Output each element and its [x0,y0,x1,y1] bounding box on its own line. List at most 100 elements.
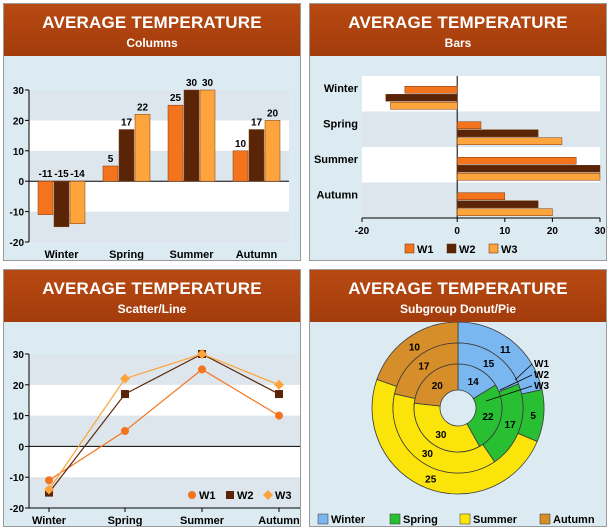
scatter-line-chart-panel: AVERAGE TEMPERATURE Scatter/Line 30 20 10 0… [3,269,301,527]
column-bar [53,180,70,228]
panel-header: AVERAGE TEMPERATURE Subgroup Donut/Pie [310,270,606,322]
horizontal-bar [456,129,539,137]
horizontal-bar [456,173,601,181]
data-label: 20 [267,108,279,119]
plot-band [29,477,300,508]
chart-subtitle: Subgroup Donut/Pie [400,302,516,316]
plot-band [29,120,289,151]
x-tick-label: Summer [169,249,214,260]
chart-title: AVERAGE TEMPERATURE [42,279,262,298]
column-bar [37,180,54,215]
data-label: 30 [202,78,214,89]
slice-label: 15 [483,359,495,370]
y-tick-label: 30 [13,350,25,361]
series-line [48,353,280,490]
legend-swatch [389,513,401,525]
data-label: -14 [70,169,85,180]
x-tick-label: Spring [108,515,143,526]
legend-marker [263,490,273,500]
column-bar [69,180,86,225]
horizontal-bar [390,102,458,110]
column-bar [199,89,216,182]
y-tick-label: 10 [13,412,25,423]
x-tick-label: -20 [355,226,370,237]
horizontal-bar [404,86,458,94]
data-label: 17 [121,118,133,129]
data-label: -15 [54,169,69,180]
x-tick-label: 30 [594,226,606,237]
legend-label: Spring [403,514,438,526]
y-tick-label: 20 [13,381,25,392]
horizontal-bar [456,137,563,145]
legend-label: W2 [237,490,254,502]
plot-band [29,415,300,447]
chart-subtitle: Scatter/Line [117,302,187,316]
data-label: -11 [39,169,53,180]
bars-chart: -20 0 10 20 30 Winter Spring Summer Autumn W1 W2 W3 [314,76,606,256]
bars-chart-panel: AVERAGE TEMPERATURE Bars -20 0 10 20 30 Winte… [309,3,607,261]
column-bar [102,165,119,182]
columns-chart: 30 20 10 0 -10 -20 -11 -15 -14 Winter 5 17 22 Spring 2… [10,78,289,260]
slice-label: 20 [432,381,444,392]
data-label: 10 [235,139,247,150]
data-point [274,379,284,390]
slice-label: 30 [435,430,447,441]
data-point [198,365,206,374]
data-point [275,390,283,399]
panel-header: AVERAGE TEMPERATURE Columns [4,4,300,56]
data-label: 5 [108,154,114,165]
data-point [45,476,53,485]
y-tick-label: -20 [10,504,25,515]
legend-label: Summer [473,514,518,526]
slice-label: 10 [409,342,421,353]
y-tick-label: -10 [10,473,25,484]
y-tick-label: 10 [13,147,25,158]
legend-swatch [459,513,471,525]
donut-slice [413,402,481,453]
ring-leader-line [485,385,533,402]
panel-header: AVERAGE TEMPERATURE Scatter/Line [4,270,300,322]
column-bar [167,104,184,182]
x-tick-label: 0 [454,226,460,237]
legend-label: W1 [199,490,216,502]
column-bar [264,120,281,182]
x-tick-label: Spring [109,249,144,260]
data-point [197,349,207,359]
column-bar [118,129,135,182]
ring-leader-line [499,374,533,391]
series-line [48,368,280,481]
column-bar [134,114,151,182]
legend-swatch [404,243,415,254]
column-bar [183,89,200,182]
slice-label: 17 [505,420,517,431]
data-point [121,427,129,435]
horizontal-bar [456,208,553,216]
y-tick-label: 30 [13,86,25,97]
slice-label: 14 [468,377,480,388]
data-point [275,411,283,420]
chart-title: AVERAGE TEMPERATURE [42,13,262,32]
legend-label: Autumn [553,514,595,526]
legend-marker [188,491,196,499]
plot-band [29,446,300,478]
legend-swatch [539,513,551,525]
y-tick-label: Winter [324,83,359,95]
donut-slice [413,363,459,407]
column-bar [248,129,265,182]
legend-marker [226,491,234,499]
data-label: 30 [186,78,198,89]
data-point [120,373,130,384]
horizontal-bar [456,121,482,129]
y-tick-label: 20 [13,116,25,127]
legend-swatch [446,243,457,254]
y-tick-label: Spring [323,119,358,131]
horizontal-bar [456,192,506,200]
columns-chart-panel: AVERAGE TEMPERATURE Columns 30 20 10 0 -10 -2… [3,3,301,261]
x-tick-label: 20 [547,226,559,237]
slice-label: 25 [425,474,437,485]
scatter-line-chart: 30 20 10 0 -10 -20 Winter Spring Summer Autumn W1 W… [10,349,300,526]
legend-swatch [488,243,499,254]
data-label: 17 [251,118,263,129]
plot-band [29,354,300,385]
